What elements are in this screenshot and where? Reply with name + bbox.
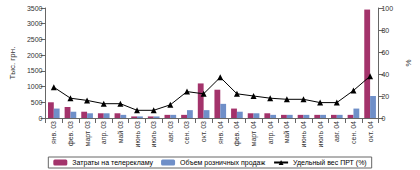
svg-text:апр. 04: апр. 04 [267,121,275,144]
svg-text:фев. 03: фев. 03 [67,121,75,146]
svg-text:июнь 03: июнь 03 [134,121,141,148]
svg-text:апр. 03: апр. 03 [100,121,108,144]
svg-text:Тыс. грн.: Тыс. грн. [8,47,17,80]
svg-text:окт. 03: окт. 03 [200,121,207,142]
svg-text:1000: 1000 [27,83,43,90]
svg-text:1500: 1500 [27,67,43,74]
svg-text:авг. 03: авг. 03 [167,121,174,142]
svg-text:март 03: март 03 [84,121,92,146]
svg-text:60: 60 [381,49,389,56]
svg-text:0: 0 [39,115,43,122]
svg-text:3000: 3000 [27,20,43,27]
svg-text:2500: 2500 [27,36,43,43]
svg-text:%: % [404,59,413,66]
svg-text:сен. 03: сен. 03 [183,121,190,144]
svg-text:июль 03: июль 03 [150,121,157,148]
svg-text:март 04: март 04 [250,121,258,146]
svg-text:окт. 04: окт. 04 [367,121,374,142]
svg-text:100: 100 [381,5,393,12]
svg-text:Затраты на телерекламу: Затраты на телерекламу [72,159,153,167]
svg-text:2000: 2000 [27,52,43,59]
svg-text:июнь 04: июнь 04 [300,121,307,148]
svg-text:80: 80 [381,27,389,34]
svg-text:июль 04: июль 04 [317,121,324,148]
svg-text:500: 500 [31,99,43,106]
svg-text:Объем розничных продаж: Объем розничных продаж [180,159,265,167]
svg-text:Удельный вес ПРТ (%): Удельный вес ПРТ (%) [293,159,367,167]
svg-text:40: 40 [381,71,389,78]
svg-text:май 03: май 03 [117,121,124,143]
svg-text:0: 0 [381,115,385,122]
svg-text:фев. 04: фев. 04 [233,121,241,146]
svg-text:3500: 3500 [27,5,43,12]
svg-text:май 04: май 04 [283,121,290,143]
svg-text:янв. 03: янв. 03 [50,121,57,144]
svg-text:20: 20 [381,93,389,100]
svg-text:сен. 04: сен. 04 [350,121,357,144]
svg-text:авг. 04: авг. 04 [333,121,340,142]
svg-text:янв. 04: янв. 04 [217,121,224,144]
